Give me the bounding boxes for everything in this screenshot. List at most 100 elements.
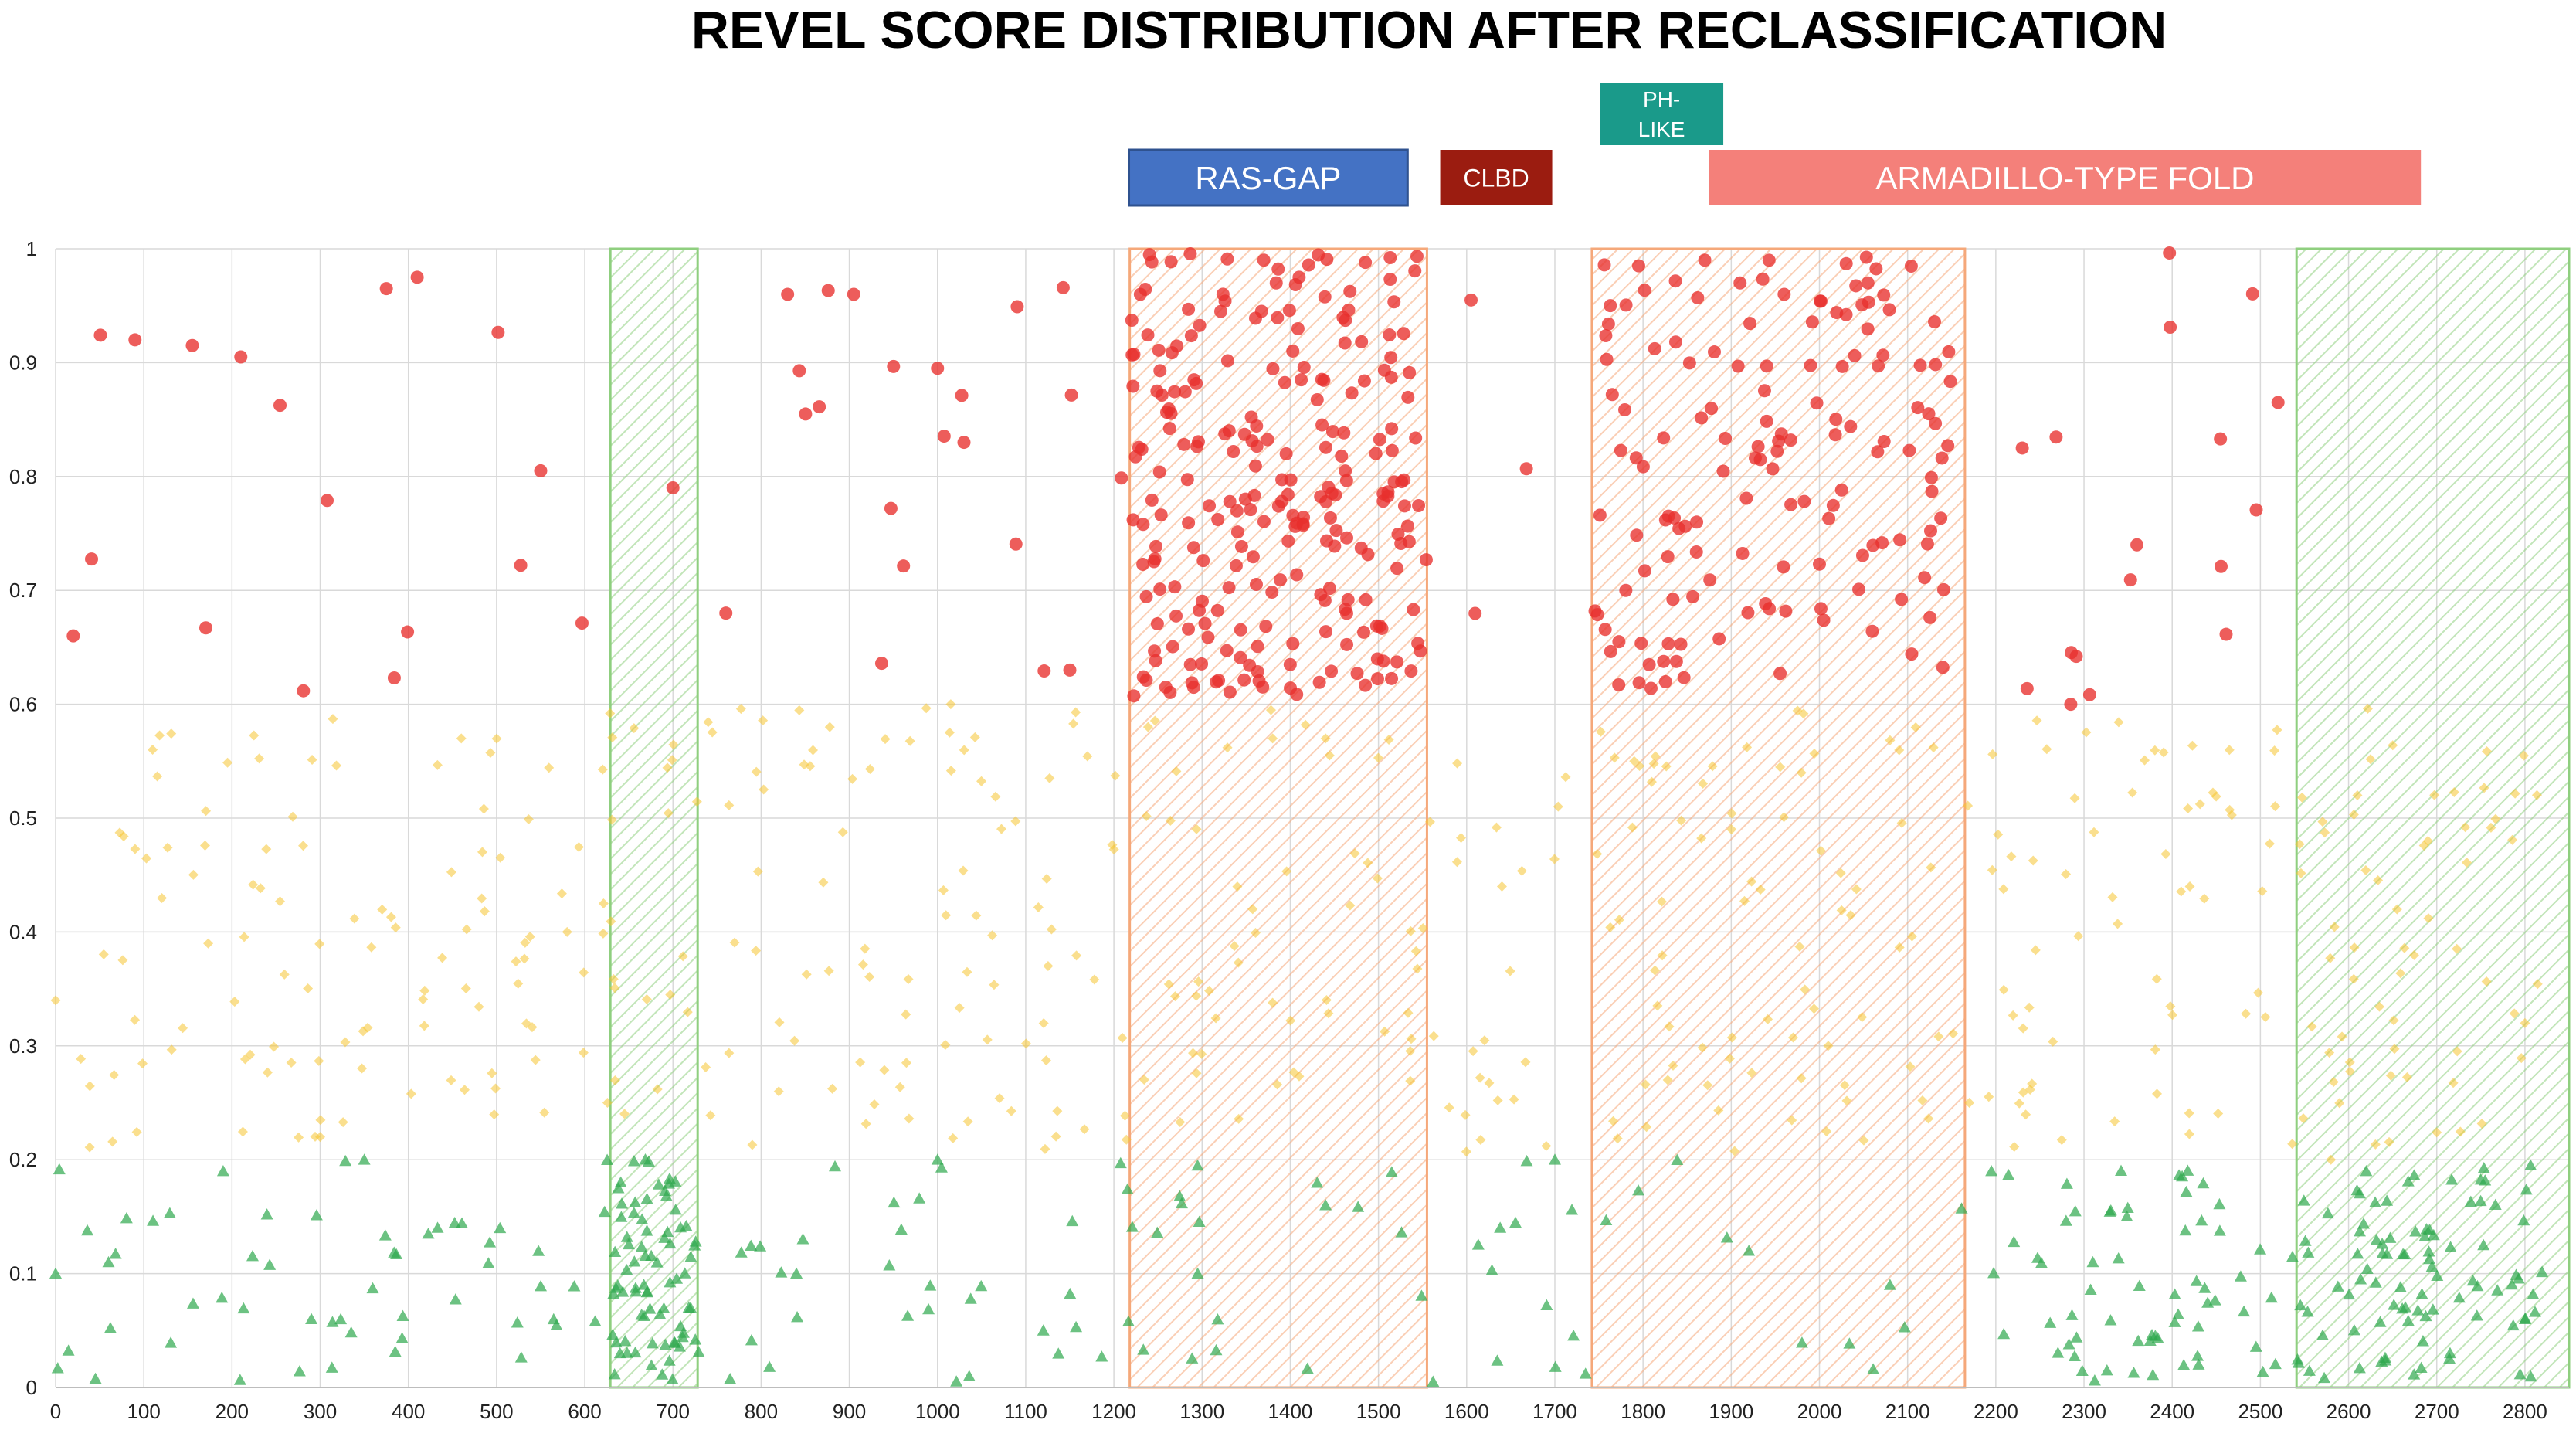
benign-point (1883, 1279, 1896, 1290)
benign-point (612, 1182, 625, 1194)
pathogenic-point (1391, 527, 1405, 541)
uncertain-point (2352, 790, 2363, 801)
x-tick-label: 600 (568, 1400, 601, 1423)
benign-point (790, 1267, 803, 1279)
uncertain-point (987, 930, 998, 941)
pathogenic-point (1339, 606, 1353, 620)
benign-point (2360, 1262, 2374, 1275)
pathogenic-point (666, 481, 680, 495)
pathogenic-point (1139, 589, 1153, 603)
pathogenic-point (1339, 474, 1353, 487)
pathogenic-point (1193, 318, 1207, 332)
pathogenic-point (1127, 348, 1141, 362)
pathogenic-point (1632, 676, 1646, 690)
pathogenic-point (1283, 657, 1297, 671)
uncertain-point (166, 728, 177, 739)
pathogenic-point (1223, 494, 1237, 508)
pathogenic-point (1328, 539, 1342, 553)
uncertain-point (2272, 725, 2282, 735)
benign-point (165, 1336, 178, 1348)
benign-point (2426, 1303, 2439, 1315)
uncertain-point (1509, 1094, 1519, 1105)
uncertain-point (539, 1107, 550, 1118)
uncertain-point (2320, 827, 2330, 838)
pathogenic-point (1319, 440, 1332, 454)
pathogenic-point (1223, 685, 1237, 699)
pathogenic-point (1230, 504, 1244, 518)
uncertain-point (701, 1062, 711, 1073)
pathogenic-point (1658, 674, 1672, 688)
pathogenic-point (1805, 315, 1819, 329)
benign-point (2347, 1323, 2360, 1336)
uncertain-point (419, 1021, 429, 1031)
pathogenic-point (2219, 627, 2233, 641)
pathogenic-point (1604, 644, 1617, 658)
pathogenic-point (1464, 293, 1478, 307)
pathogenic-point (1936, 582, 1950, 596)
benign-point (682, 1301, 695, 1313)
benign-point (448, 1216, 461, 1228)
uncertain-point (2389, 1044, 2400, 1055)
pathogenic-point (1600, 352, 1614, 366)
pathogenic-point (2130, 538, 2144, 552)
benign-point (1121, 1183, 1134, 1195)
pathogenic-point (781, 287, 795, 301)
pathogenic-point (1279, 447, 1293, 460)
pathogenic-point (1345, 386, 1359, 400)
benign-point (1395, 1226, 1408, 1238)
pathogenic-point (379, 282, 393, 296)
pathogenic-point (1691, 290, 1705, 304)
pathogenic-point (1760, 414, 1773, 428)
benign-point (2384, 1231, 2397, 1243)
shaded-region (1590, 247, 1967, 1389)
pathogenic-point (401, 625, 415, 639)
x-tick-label: 1400 (1268, 1400, 1313, 1423)
uncertain-point (904, 735, 915, 746)
uncertain-point (2370, 1139, 2381, 1150)
uncertain-point (751, 946, 762, 956)
uncertain-point (904, 1113, 915, 1124)
pathogenic-point (1669, 654, 1683, 668)
pathogenic-point (1736, 546, 1750, 560)
pathogenic-point (1774, 427, 1788, 441)
benign-point (293, 1365, 306, 1377)
uncertain-point (1549, 854, 1560, 864)
uncertain-point (2008, 1010, 2018, 1021)
pathogenic-point (1271, 262, 1285, 276)
benign-point (2369, 1276, 2382, 1288)
benign-point (796, 1233, 809, 1245)
uncertain-point (667, 755, 677, 766)
uncertain-point (1933, 1031, 1944, 1042)
benign-point (2088, 1374, 2101, 1386)
benign-point (735, 1246, 748, 1258)
uncertain-point (477, 893, 487, 904)
uncertain-point (2460, 822, 2471, 833)
pathogenic-point (273, 399, 287, 413)
benign-point (2075, 1364, 2089, 1376)
benign-point (620, 1231, 633, 1242)
uncertain-point (729, 937, 740, 948)
pathogenic-point (2249, 503, 2263, 517)
uncertain-point (2006, 851, 2017, 862)
uncertain-point (2287, 1139, 2298, 1150)
x-tick-label: 2000 (1797, 1400, 1842, 1423)
uncertain-point (201, 806, 212, 817)
benign-point (2354, 1273, 2367, 1285)
benign-point (754, 1240, 767, 1252)
uncertain-point (1641, 1122, 1652, 1133)
benign-point (2100, 1364, 2113, 1376)
pathogenic-point (1869, 262, 1883, 276)
benign-point (344, 1326, 358, 1338)
benign-point (233, 1374, 246, 1385)
pathogenic-point (1928, 315, 1942, 329)
uncertain-point (1707, 761, 1718, 772)
uncertain-point (130, 844, 141, 854)
benign-point (514, 1351, 528, 1363)
uncertain-point (1232, 881, 1243, 892)
uncertain-point (724, 800, 735, 810)
uncertain-point (1676, 815, 1687, 826)
pathogenic-point (1666, 593, 1680, 606)
benign-point (2520, 1183, 2533, 1195)
pathogenic-point (1877, 435, 1891, 449)
uncertain-point (2113, 717, 2124, 728)
